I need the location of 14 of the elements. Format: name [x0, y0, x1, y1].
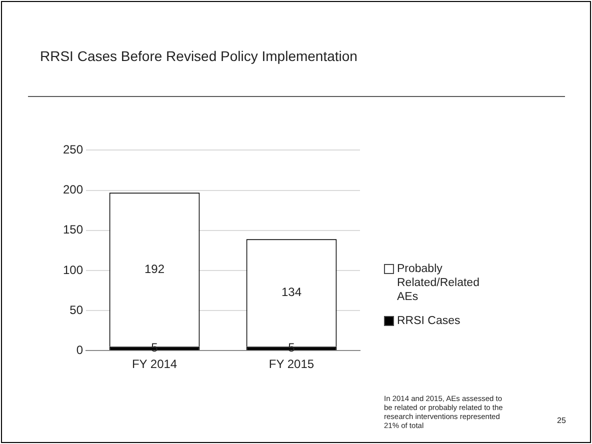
y-tick-label: 200 — [62, 182, 84, 197]
x-tick-label: FY 2015 — [268, 357, 314, 372]
text: 25 — [557, 416, 566, 425]
y-tick-label: 250 — [62, 142, 84, 157]
data-label: 192 — [144, 262, 165, 276]
legend-label: Probably Related/Related AEs — [397, 262, 480, 304]
legend-label: RRSI Cases — [397, 314, 462, 328]
y-tick-label: 150 — [62, 222, 84, 237]
x-tick-label: FY 2014 — [132, 357, 178, 372]
y-tick-label: 50 — [70, 302, 84, 317]
data-label: 134 — [281, 285, 302, 300]
y-tick-label: 0 — [76, 342, 84, 357]
chart-title: RRSI Cases Before Revised Policy Implementation — [40, 48, 358, 64]
y-tick-label: 100 — [62, 262, 84, 277]
